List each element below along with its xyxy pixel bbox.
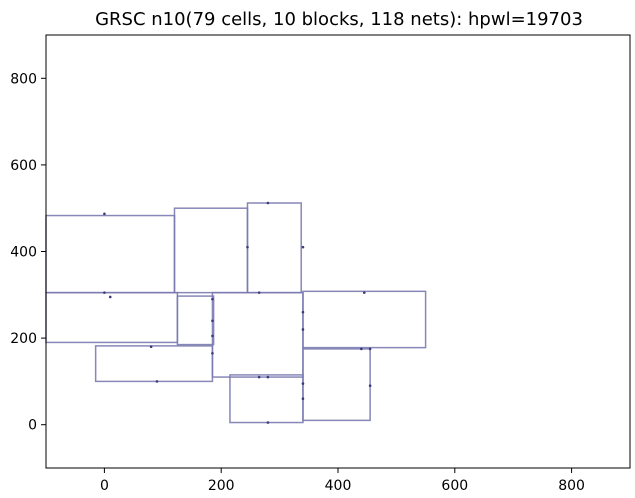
y-axis: 0 200 400 600 800	[10, 71, 46, 434]
x-tick-label: 200	[208, 478, 235, 494]
pin-10	[301, 310, 305, 314]
pin-16	[266, 375, 270, 379]
pin-11	[301, 328, 305, 331]
plot-area	[46, 35, 630, 468]
y-tick-label: 400	[10, 245, 37, 261]
chart-title: GRSC n10(79 cells, 10 blocks, 118 nets):…	[95, 9, 583, 30]
pin-14	[155, 380, 159, 383]
x-tick-label: 600	[441, 478, 468, 494]
pin-2	[108, 295, 112, 299]
pin-13	[211, 351, 214, 355]
pin-5	[266, 201, 270, 205]
pin-4	[301, 245, 305, 249]
y-tick-label: 600	[10, 158, 37, 174]
y-tick-label: 200	[10, 331, 37, 347]
pin-21	[360, 347, 363, 351]
pin-17	[301, 382, 305, 385]
x-axis: 0 200 400 600 800	[100, 468, 585, 494]
pin-8	[211, 319, 214, 323]
pin-18	[301, 397, 305, 401]
pin-15	[257, 375, 261, 379]
x-tick-label: 400	[325, 478, 352, 494]
pin-12	[149, 345, 153, 349]
pin-7	[211, 297, 214, 301]
pins-layer	[103, 201, 372, 424]
pin-6	[257, 291, 261, 294]
y-tick-label: 800	[10, 71, 37, 87]
x-tick-label: 0	[100, 478, 109, 494]
pin-23	[362, 291, 366, 294]
pin-22	[368, 347, 372, 351]
pin-3	[246, 245, 249, 249]
pin-20	[368, 384, 372, 388]
pin-19	[266, 421, 270, 424]
x-tick-label: 800	[558, 478, 585, 494]
pin-9	[211, 334, 214, 338]
pin-1	[103, 291, 106, 294]
pin-0	[103, 212, 106, 216]
y-tick-label: 0	[28, 418, 37, 434]
